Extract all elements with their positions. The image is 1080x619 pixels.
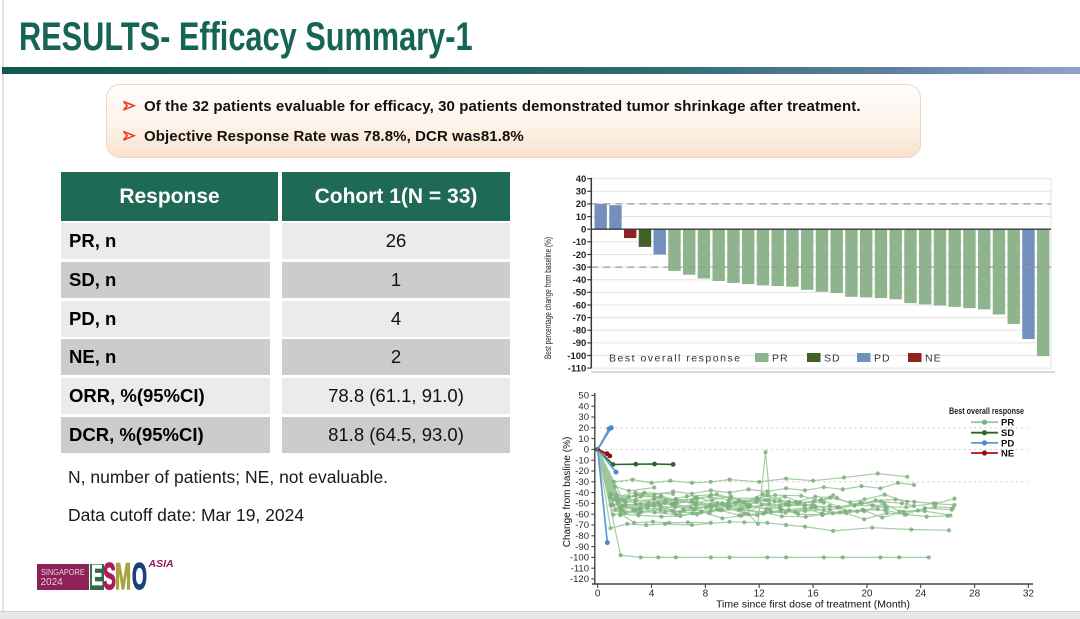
svg-text:-40: -40 (573, 275, 587, 286)
svg-text:28: 28 (969, 589, 981, 600)
svg-text:Time since first dose of treat: Time since first dose of treatment (Mont… (716, 599, 910, 611)
svg-text:0: 0 (584, 445, 589, 456)
svg-text:10: 10 (578, 434, 589, 445)
svg-text:-30: -30 (575, 477, 589, 488)
svg-text:0: 0 (581, 225, 586, 236)
svg-text:-10: -10 (575, 455, 589, 466)
svg-text:-90: -90 (575, 542, 589, 553)
svg-text:-100: -100 (570, 553, 589, 564)
svg-text:NE: NE (925, 353, 942, 365)
svg-text:20: 20 (576, 199, 587, 210)
svg-text:-120: -120 (570, 574, 589, 585)
svg-text:NE: NE (1001, 448, 1014, 459)
svg-text:PD: PD (1001, 438, 1014, 449)
svg-text:-30: -30 (573, 262, 587, 273)
svg-text:-60: -60 (575, 509, 589, 520)
svg-text:-110: -110 (571, 563, 589, 574)
svg-text:-80: -80 (575, 531, 589, 542)
svg-text:50: 50 (578, 391, 589, 402)
svg-text:Best overall response: Best overall response (949, 406, 1024, 416)
svg-text:8: 8 (703, 589, 709, 600)
svg-text:-20: -20 (573, 250, 587, 261)
svg-text:PR: PR (772, 353, 789, 365)
svg-text:30: 30 (578, 412, 589, 423)
svg-text:12: 12 (754, 589, 766, 600)
svg-text:40: 40 (576, 174, 587, 185)
svg-text:-40: -40 (575, 488, 589, 499)
svg-text:-70: -70 (573, 313, 587, 324)
svg-text:-100: -100 (567, 351, 586, 362)
svg-text:24: 24 (915, 589, 927, 600)
svg-text:PR: PR (1001, 418, 1014, 429)
svg-text:40: 40 (578, 401, 589, 412)
svg-text:-50: -50 (573, 288, 587, 299)
svg-text:-50: -50 (575, 499, 589, 510)
svg-text:30: 30 (576, 187, 587, 198)
svg-text:-10: -10 (573, 237, 587, 248)
svg-text:SD: SD (1001, 428, 1014, 439)
svg-text:16: 16 (808, 589, 820, 600)
svg-text:20: 20 (861, 589, 873, 600)
svg-text:-110: -110 (568, 363, 587, 374)
svg-text:10: 10 (576, 212, 587, 223)
svg-text:20: 20 (578, 423, 589, 434)
svg-text:-20: -20 (575, 466, 589, 477)
svg-text:Change from basline (%): Change from basline (%) (562, 437, 573, 548)
svg-text:-90: -90 (573, 338, 587, 349)
svg-text:PD: PD (874, 353, 891, 365)
svg-text:0: 0 (595, 589, 601, 600)
svg-text:Best percentage change from ba: Best percentage change from baseline (%) (543, 237, 553, 359)
svg-text:4: 4 (649, 589, 655, 600)
svg-text:32: 32 (1023, 589, 1035, 600)
svg-text:Best overall response: Best overall response (609, 353, 740, 365)
svg-text:-60: -60 (573, 300, 587, 311)
svg-text:SD: SD (824, 353, 841, 365)
svg-text:-80: -80 (573, 326, 587, 337)
svg-text:-70: -70 (575, 520, 589, 531)
